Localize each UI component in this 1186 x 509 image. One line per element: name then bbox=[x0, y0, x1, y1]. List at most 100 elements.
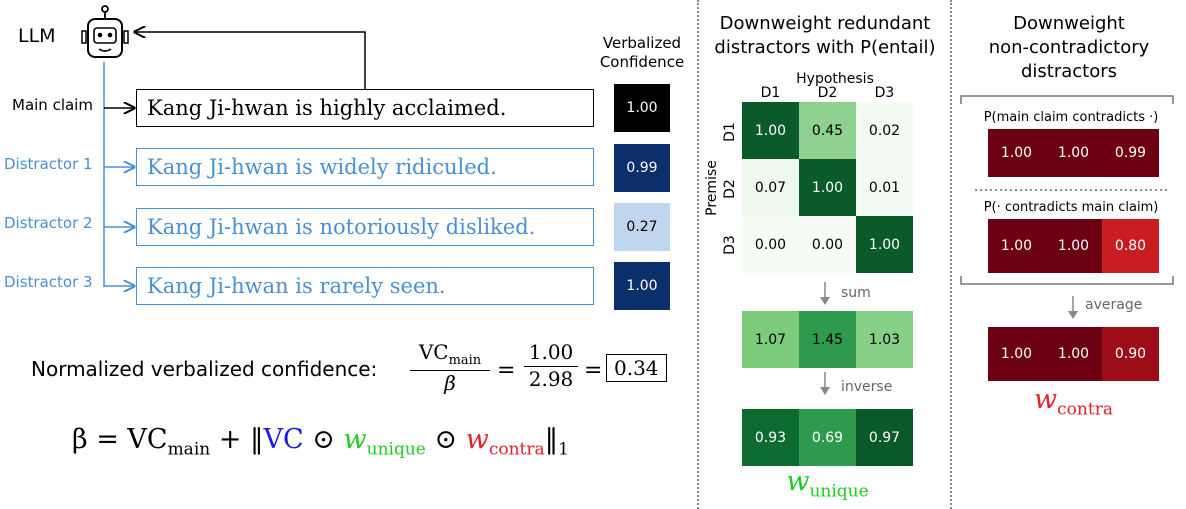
distractor-3-box: Kang Ji-hwan is rarely seen. bbox=[136, 267, 594, 305]
w-contra-sub: contra bbox=[488, 439, 545, 460]
vc-header-line2: Confidence bbox=[599, 53, 685, 71]
w-unique-caption-letter: w bbox=[786, 466, 810, 497]
vc-cell: 0.99 bbox=[614, 144, 670, 192]
w-contra-letter: w bbox=[465, 424, 489, 455]
sum-cell: 1.45 bbox=[799, 311, 856, 368]
right-title-line3: distractors bbox=[1020, 61, 1118, 82]
odot-2: ⊙ bbox=[434, 424, 458, 455]
distractor-1-box: Kang Ji-hwan is widely ridiculed. bbox=[136, 148, 594, 186]
w-unique-letter: w bbox=[343, 424, 367, 455]
p1-cell: 0.99 bbox=[1102, 129, 1159, 177]
norm-sub: 1 bbox=[558, 439, 569, 460]
p1-label: P(main claim contradicts ·) bbox=[983, 110, 1159, 125]
row-label-d2: D2 bbox=[721, 179, 738, 199]
col-label-d3: D3 bbox=[874, 85, 895, 101]
middle-down-arrows bbox=[820, 282, 830, 395]
fraction-2-numerator: 1.00 bbox=[524, 340, 578, 367]
matrix-cell: 0.02 bbox=[856, 102, 913, 159]
col-label-d1: D1 bbox=[760, 85, 781, 101]
matrix-cell: 0.00 bbox=[799, 216, 856, 273]
right-down-arrow bbox=[1068, 296, 1078, 319]
inverse-cell: 0.97 bbox=[856, 409, 913, 466]
result-box: 0.34 bbox=[606, 354, 667, 382]
main-claim-label: Main claim bbox=[12, 96, 93, 114]
claim-connectors bbox=[103, 0, 366, 340]
return-arrow bbox=[135, 32, 366, 89]
vc-main-sub: main bbox=[448, 353, 482, 368]
avg-cell: 1.00 bbox=[1045, 327, 1102, 381]
matrix-cell: 0.45 bbox=[799, 102, 856, 159]
col-label-d2: D2 bbox=[817, 85, 838, 101]
beta-vc: VC bbox=[263, 424, 304, 455]
p2-cell: 1.00 bbox=[1045, 219, 1102, 273]
p2-cell: 1.00 bbox=[988, 219, 1045, 273]
normalized-vc-label: Normalized verbalized confidence: bbox=[31, 357, 378, 381]
fraction-2-denominator: 2.98 bbox=[528, 367, 574, 391]
p1-cell: 1.00 bbox=[1045, 129, 1102, 177]
beta-equation: β = VCmain + ‖VC ⊙ wunique ⊙ wcontra‖1 bbox=[72, 424, 569, 459]
w-contra-caption-letter: w bbox=[1034, 384, 1058, 415]
distractor-2-label: Distractor 2 bbox=[4, 214, 93, 232]
w-unique-sub: unique bbox=[366, 439, 426, 460]
distractor-2-box: Kang Ji-hwan is notoriously disliked. bbox=[136, 208, 594, 246]
distractor-1-label: Distractor 1 bbox=[4, 155, 93, 173]
vc-header-line1: Verbalized bbox=[602, 34, 682, 52]
matrix-cell: 1.00 bbox=[799, 159, 856, 216]
matrix-cell: 0.01 bbox=[856, 159, 913, 216]
separator-2 bbox=[950, 0, 952, 509]
beta-main-sub: main bbox=[167, 439, 211, 460]
middle-title-line2: distractors with P(entail) bbox=[714, 37, 936, 58]
premise-label: Premise bbox=[704, 160, 720, 216]
matrix-cell: 1.00 bbox=[742, 102, 799, 159]
w-unique: wunique bbox=[343, 424, 426, 459]
fraction-1-denominator: β bbox=[444, 371, 456, 395]
beta-plus: + ‖ bbox=[218, 424, 264, 455]
vc-cell: 1.00 bbox=[614, 84, 670, 132]
sum-cell: 1.03 bbox=[856, 311, 913, 368]
beta-lhs: β = VC bbox=[72, 424, 168, 455]
middle-title-line1: Downweight redundant bbox=[719, 13, 931, 34]
robot-icon bbox=[81, 5, 129, 58]
right-title: Downweight non-contradictory distractors bbox=[952, 12, 1186, 84]
matrix-cell: 0.07 bbox=[742, 159, 799, 216]
w-unique-caption-sub: unique bbox=[809, 481, 869, 502]
equals-1: = bbox=[497, 358, 516, 383]
fraction-1: VCmain β bbox=[410, 340, 490, 395]
p2-cell: 0.80 bbox=[1102, 219, 1159, 273]
contra-bracket bbox=[960, 95, 1174, 285]
equals-2: = bbox=[584, 358, 603, 383]
row-label-d3: D3 bbox=[721, 235, 738, 255]
p2-label: P(· contradicts main claim) bbox=[983, 200, 1159, 215]
inverse-cell: 0.69 bbox=[799, 409, 856, 466]
vc-header: Verbalized Confidence bbox=[596, 34, 688, 72]
inverse-label: inverse bbox=[841, 379, 893, 395]
w-contra-caption-sub: contra bbox=[1057, 399, 1113, 420]
distractor-3-label: Distractor 3 bbox=[4, 273, 93, 291]
avg-cell: 0.90 bbox=[1102, 327, 1159, 381]
llm-label: LLM bbox=[18, 25, 56, 47]
sum-label: sum bbox=[841, 285, 871, 301]
avg-cell: 1.00 bbox=[988, 327, 1045, 381]
hypothesis-label: Hypothesis bbox=[796, 71, 874, 87]
vc-cell: 0.27 bbox=[614, 203, 670, 251]
right-title-line2: non-contradictory bbox=[988, 37, 1150, 58]
middle-title: Downweight redundant distractors with P(… bbox=[700, 12, 950, 60]
w-unique-caption: wunique bbox=[742, 466, 913, 501]
matrix-cell: 0.00 bbox=[742, 216, 799, 273]
sum-cell: 1.07 bbox=[742, 311, 799, 368]
vc-main-text: VC bbox=[418, 340, 449, 364]
w-contra: wcontra bbox=[465, 424, 545, 459]
inverse-cell: 0.93 bbox=[742, 409, 799, 466]
row-label-d1: D1 bbox=[721, 122, 738, 142]
vc-cell: 1.00 bbox=[614, 262, 670, 310]
fraction-2: 1.00 2.98 bbox=[524, 340, 578, 391]
norm-close: ‖ bbox=[544, 424, 559, 455]
odot-1: ⊙ bbox=[312, 424, 335, 455]
w-contra-caption: wcontra bbox=[988, 384, 1159, 419]
p1-cell: 1.00 bbox=[988, 129, 1045, 177]
separator-1 bbox=[697, 0, 699, 509]
average-label: average bbox=[1085, 297, 1143, 313]
main-claim-box: Kang Ji-hwan is highly acclaimed. bbox=[136, 89, 594, 127]
fraction-1-numerator: VCmain bbox=[410, 340, 490, 371]
right-title-line1: Downweight bbox=[1013, 13, 1125, 34]
